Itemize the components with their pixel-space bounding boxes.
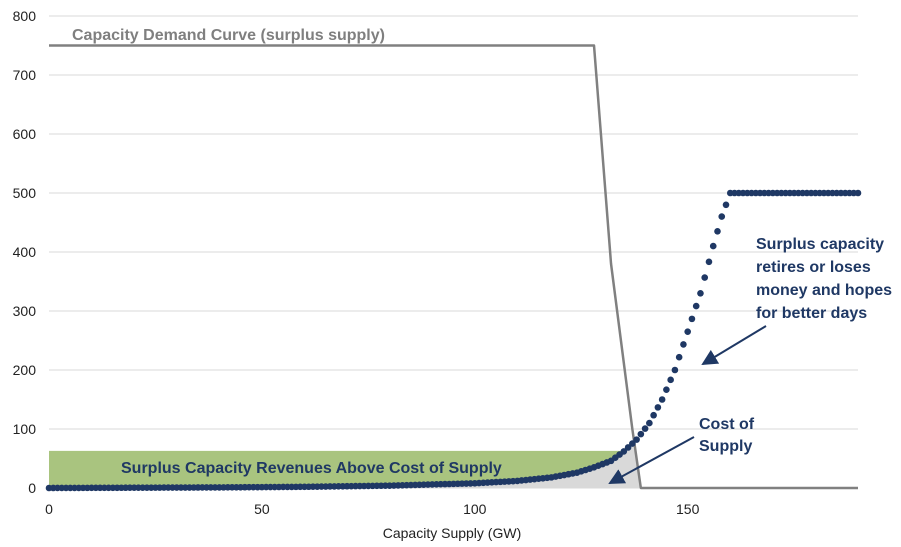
tick-labels: 0 100 200 300 400 500 600 700 800 0 50 100 150 — [13, 8, 700, 517]
cost-of-supply-point — [692, 302, 700, 310]
cost-of-supply-point — [680, 341, 687, 348]
y-tick-label: 400 — [13, 244, 37, 260]
y-tick-label: 700 — [13, 67, 37, 83]
cost-of-supply-point — [675, 353, 683, 361]
cost-of-supply-point — [629, 440, 636, 447]
cost-of-supply-point — [633, 436, 640, 443]
y-tick-label: 0 — [28, 480, 36, 496]
cost-of-supply-point — [658, 396, 666, 403]
y-tick-label: 100 — [13, 421, 37, 437]
series-lines — [49, 44, 858, 490]
gridlines — [49, 15, 858, 489]
cost-of-supply-point — [654, 404, 662, 411]
surplus-retires-label-line2: retires or loses — [756, 259, 871, 276]
cost-of-supply-point — [646, 419, 653, 427]
cost-of-supply-point — [663, 386, 670, 393]
demand-curve-line — [49, 44, 858, 490]
cost-of-supply-point — [705, 258, 713, 266]
cost-of-supply-point — [854, 189, 862, 197]
cost-of-supply-point — [637, 430, 645, 438]
cost-of-supply-point — [701, 274, 709, 281]
series-dots — [45, 189, 862, 492]
x-tick-label: 50 — [254, 501, 270, 517]
cost-of-supply-label-line1: Cost of — [699, 416, 755, 433]
cost-of-supply-point — [620, 448, 628, 455]
cost-of-supply-area — [49, 443, 641, 488]
cost-of-supply-point — [624, 444, 632, 451]
cost-of-supply-point — [709, 242, 717, 250]
cost-of-supply-point — [671, 366, 679, 374]
cost-of-supply-point — [688, 315, 696, 323]
y-tick-label: 300 — [13, 303, 37, 319]
cost-of-supply-point — [714, 228, 721, 235]
surplus-retires-arrow — [701, 325, 767, 366]
cost-of-supply-point — [684, 328, 691, 335]
surplus-retires-label-line4: for better days — [756, 305, 867, 322]
cost-of-supply-point — [718, 213, 726, 220]
cost-of-supply-arrow — [608, 436, 695, 484]
shaded-areas — [49, 443, 641, 488]
surplus-revenue-area — [49, 450, 629, 488]
x-tick-label: 150 — [676, 501, 700, 517]
x-tick-label: 0 — [45, 501, 53, 517]
cost-of-supply-point — [641, 425, 649, 432]
y-tick-label: 500 — [13, 185, 37, 201]
cost-of-supply-point — [697, 290, 704, 297]
y-tick-label: 600 — [13, 126, 37, 142]
cost-of-supply-point — [722, 201, 730, 209]
y-tick-label: 800 — [13, 8, 37, 24]
y-tick-label: 200 — [13, 362, 37, 378]
surplus-retires-label-line1: Surplus capacity — [756, 236, 884, 253]
cost-of-supply-label-line2: Supply — [699, 438, 752, 455]
cost-of-supply-point — [650, 411, 657, 419]
cost-of-supply-point — [667, 376, 674, 384]
surplus-retires-label-line3: money and hopes — [756, 282, 892, 299]
demand-curve-label: Capacity Demand Curve (surplus supply) — [72, 27, 385, 44]
x-tick-label: 100 — [463, 501, 487, 517]
surplus-revenue-label: Surplus Capacity Revenues Above Cost of … — [121, 460, 502, 477]
x-axis-title: Capacity Supply (GW) — [383, 525, 521, 541]
